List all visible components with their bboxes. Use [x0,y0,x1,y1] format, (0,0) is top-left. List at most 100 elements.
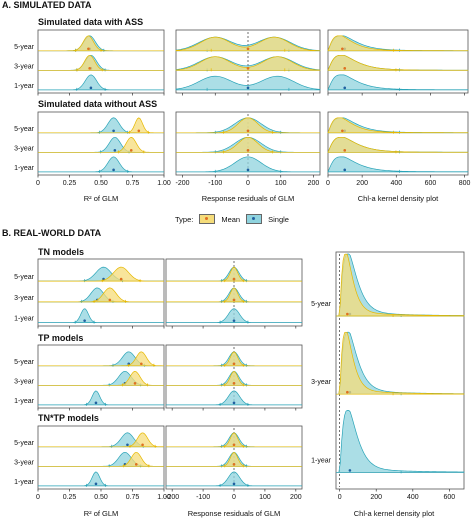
density-single-5-year [38,266,164,282]
row-label: 1-year [311,457,332,464]
median-marker-mean [346,312,349,316]
density-mean-3-year [166,370,302,386]
median-marker-mean [232,382,236,385]
legend-single-swatch [246,214,263,224]
density-mean-5-year [38,432,165,448]
axis-tick-label: 200 [290,494,302,501]
median-marker-mean [232,443,236,447]
median-marker-mean [232,463,236,466]
axis-tick-label: 200 [356,180,368,187]
median-marker-single [246,86,250,90]
legend: Type: Mean Single [175,214,289,224]
density-mean-3-year [327,54,469,71]
row-label: 5-year [311,301,332,308]
axis-tick-label: 0.75 [126,494,140,501]
group-title-a-noass: Simulated data without ASS [38,99,158,109]
density-single-1-year [166,471,302,487]
row-label: 5-year [14,274,35,281]
density-mean-3-year [38,451,164,467]
density-mean-3-year [38,137,164,153]
density-mean-3-year [327,136,469,153]
legend-type-label: Type: [175,214,194,224]
density-mean-5-year [176,117,320,134]
row-label: 5-year [14,126,35,133]
density-mean-5-year [327,117,469,134]
axis-tick-label: 0 [246,180,250,187]
median-marker-mean [137,129,141,133]
median-marker-single [113,149,117,152]
axis-tick-label: 600 [444,494,456,501]
median-marker-mean [246,149,250,152]
row-label: 1-year [14,316,35,323]
median-marker-mean [246,67,250,70]
axis-title-a-resid: Response residuals of GLM [201,194,295,203]
panel-frame [327,111,469,176]
median-marker-mean [246,129,250,133]
median-marker-single [343,168,347,172]
median-marker-single [348,469,352,472]
row-label: 5-year [14,359,35,366]
density-single-1-year [38,308,164,323]
median-marker-single [343,86,347,90]
median-marker-mean [341,47,344,51]
median-marker-single [112,168,115,172]
row-label: 1-year [14,165,35,172]
median-marker-single [83,319,86,322]
axis-tick-label: 200 [370,494,382,501]
axis-tick-label: 400 [390,180,402,187]
density-mean-5-year [166,266,302,282]
median-marker-mean [88,67,91,70]
axis-tick-label: 0 [326,180,330,187]
median-marker-single [126,443,129,447]
row-label: 3-year [14,63,35,70]
density-mean-5-year [175,36,321,52]
median-marker-single [89,86,93,90]
axis-tick-label: 600 [425,180,437,187]
axis-title-a-r2: R² of GLM [83,194,119,203]
density-mean-5-year [327,35,469,52]
axis-tick-label: 100 [259,494,271,501]
median-marker-mean [108,298,112,302]
axis-tick-label: 0 [338,494,342,501]
density-single-1-year [38,390,164,406]
density-single-1-year [327,74,469,91]
panel-frame [335,251,465,490]
density-single-1-year [336,410,465,473]
median-marker-single [232,482,236,486]
axis-tick-label: 0 [36,494,40,501]
axis-tick-label: 0.25 [63,494,77,501]
median-marker-single [94,482,98,486]
axis-tick-label: 0 [36,180,40,187]
section-b-title: B. REAL-WORLD DATA [2,228,102,238]
density-mean-5-year [38,117,164,134]
median-marker-mean [343,67,347,70]
median-marker-mean [343,149,347,152]
density-mean-3-year [176,136,320,153]
axis-tick-label: 800 [459,180,471,187]
median-marker-single [94,401,98,405]
median-marker-single [246,168,250,172]
density-single-3-year [38,136,164,153]
density-mean-5-year [38,266,164,282]
median-marker-mean [232,298,236,302]
median-marker-mean [232,362,236,366]
density-mean-3-year [175,56,321,71]
axis-tick-label: -200 [176,180,190,187]
density-mean-3-year [166,287,302,303]
axis-tick-label: 0.75 [126,180,140,187]
axis-tick-label: -100 [196,494,210,501]
row-label: 3-year [14,459,35,466]
axis-tick-label: -100 [208,180,222,187]
axis-tick-label: -200 [165,494,179,501]
density-mean-3-year [38,54,164,71]
axis-tick-label: 1.00 [157,180,171,187]
median-marker-mean [141,443,144,447]
density-single-1-year [166,308,302,323]
group-title-b-tntp: TN*TP models [38,413,99,423]
group-title-a-ass: Simulated data with ASS [38,17,144,27]
density-single-1-year [38,156,164,173]
axis-tick-label: 0.50 [94,180,108,187]
group-title-b-tp: TP models [38,333,84,343]
median-marker-single [232,319,236,322]
